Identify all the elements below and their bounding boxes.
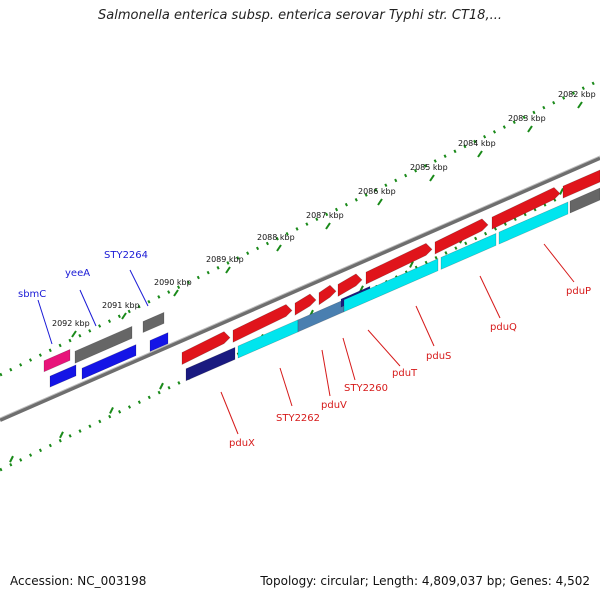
label-leader-line [543,243,575,283]
gene-arrow-reverse [440,232,497,270]
gene-label: pduV [321,400,347,411]
scale-tick-mark [121,312,127,320]
scale-tick-mark [276,244,282,252]
gene-arrow-reverse [343,258,439,313]
scale-tick-label: 2086 kbp [358,187,396,196]
label-leader-line [479,275,501,319]
label-leader-line [37,299,53,345]
label-leader-line [367,329,401,367]
genome-summary-text: Topology: circular; Length: 4,809,037 bp… [260,574,590,588]
gene-arrow-reverse [498,201,569,245]
gene-arrow-forward [181,331,231,366]
gene-block-blue [49,364,77,388]
scale-tick-label: 2092 kbp [52,319,90,328]
gene-arrow-forward [491,187,561,230]
label-leader-line [129,269,149,307]
scale-ticks: 2082 kbp 2083 kbp 2084 kbp 2085 kbp 2086 kbp… [9,90,596,463]
gene-block-grey [74,325,133,364]
inner-tick-mark [109,407,114,414]
gene-label: pduT [392,368,418,379]
label-leader-line [279,367,293,407]
scale-tick-label: 2089 kbp [206,255,244,264]
label-leader-line [342,337,356,381]
inner-tick-mark [9,455,14,463]
outer-scale-line [0,78,600,377]
scale-tick-mark [325,222,331,230]
gene-arrow-reverse-grey [569,187,600,214]
gene-block-blue [81,344,137,380]
label-leaders [37,243,575,435]
label-leader-line [220,391,239,435]
inner-scale-line [0,176,600,472]
gene-features [43,169,600,388]
gene-arrow-forward [232,304,293,343]
gene-block-grey [142,311,165,334]
scale-tick-label: 2085 kbp [410,163,448,172]
gene-label: pduQ [490,322,517,333]
gene-label: STY2262 [276,413,320,424]
scale-tick-mark [477,150,483,158]
inner-tick-mark [159,382,164,390]
inner-tick-mark [409,261,414,268]
scale-tick-mark [377,198,383,206]
scale-tick-label: 2090 kbp [154,278,192,287]
scale-tick-mark [71,330,77,338]
gene-label: STY2264 [104,250,148,261]
genome-backbone [0,156,600,422]
scale-tick-label: 2087 kbp [306,211,344,220]
accession-text: Accession: NC_003198 [10,574,147,588]
scale-tick-mark [577,101,583,109]
inner-tick-mark [59,431,64,439]
gene-label: pduS [426,351,451,362]
genome-backbone-highlight [0,155,600,419]
gene-arrow-forward [337,273,363,297]
gene-arrow-forward [365,242,433,285]
gene-arrow-forward [562,169,600,199]
map-title: Salmonella enterica subsp. enterica sero… [98,8,502,23]
gene-label: pduX [229,438,255,449]
scale-tick-label: 2091 kbp [102,301,140,310]
gene-arrow-forward [434,218,489,255]
gene-label: STY2260 [344,383,388,394]
scale-tick-mark [225,266,231,274]
scale-tick-mark [527,125,533,133]
label-leader-line [79,289,97,327]
label-leader-line [321,349,331,397]
scale-tick-label: 2082 kbp [558,90,596,99]
label-leader-line [415,305,435,347]
gene-label: yeeA [65,268,90,279]
gene-arrow-forward [318,284,337,306]
gene-label: sbmC [18,289,46,300]
inner-tick-mark [559,188,564,195]
gene-arrow-forward [294,293,317,316]
gene-label: pduP [566,286,591,297]
scale-tick-label: 2084 kbp [458,139,496,148]
scale-tick-mark [173,289,179,297]
gene-arrow-reverse-dark [185,346,236,382]
scale-tick-mark [429,174,435,182]
scale-tick-label: 2083 kbp [508,114,546,123]
gene-block-pink [43,348,71,373]
scale-tick-label: 2088 kbp [257,233,295,242]
gene-block-blue [149,332,169,352]
